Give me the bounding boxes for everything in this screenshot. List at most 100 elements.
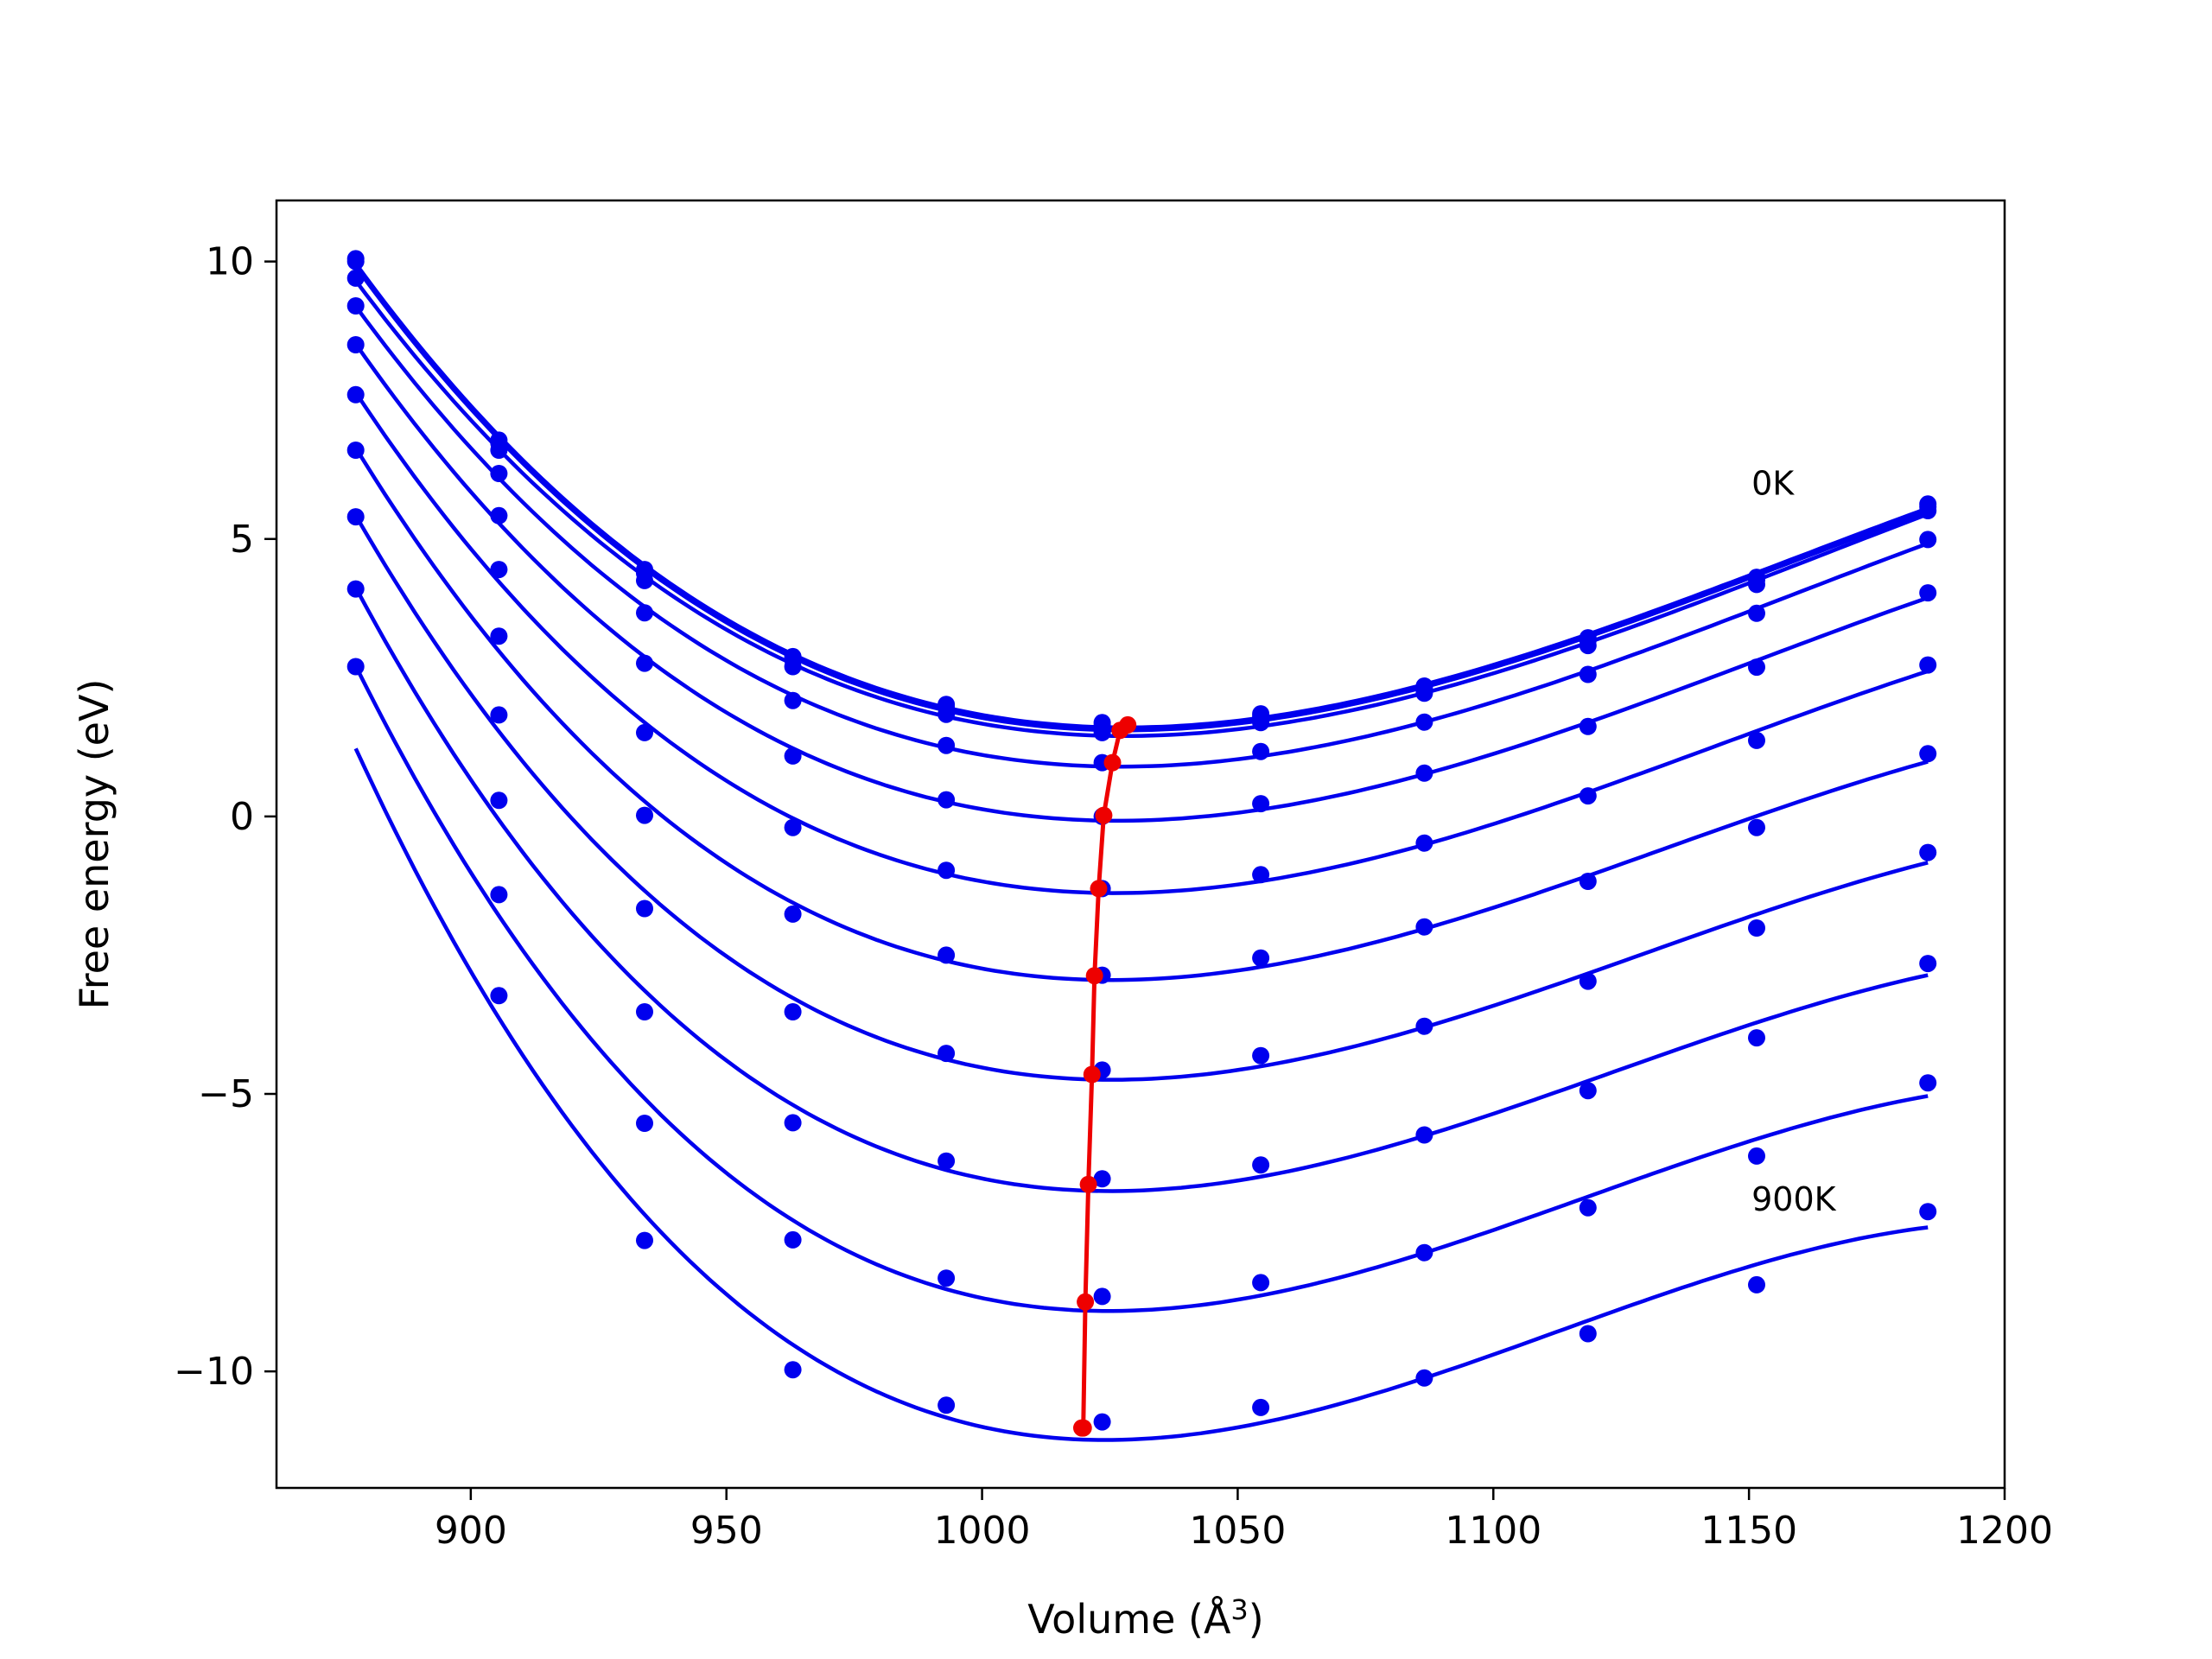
minima-point-10 bbox=[1073, 1419, 1090, 1437]
x-tick-label: 1200 bbox=[1956, 1509, 2053, 1553]
minima-point-8 bbox=[1077, 1293, 1095, 1311]
minima-curve bbox=[1073, 715, 1137, 1437]
data-point-7-0 bbox=[346, 508, 365, 526]
data-point-8-9 bbox=[1748, 1029, 1765, 1047]
data-point-3-9 bbox=[1748, 604, 1765, 622]
data-point-10-8 bbox=[1579, 1325, 1597, 1343]
data-point-3-0 bbox=[346, 297, 365, 315]
data-point-5-6 bbox=[1252, 866, 1270, 884]
series-curve-0 bbox=[353, 262, 1929, 730]
data-point-10-10 bbox=[1919, 1203, 1937, 1221]
y-tick-label: 0 bbox=[230, 795, 254, 839]
data-point-2-8 bbox=[1579, 637, 1597, 655]
annotation-label: 0K bbox=[1751, 464, 1795, 502]
minima-point-3 bbox=[1095, 806, 1113, 824]
series-curve-9 bbox=[353, 664, 1929, 1313]
data-point-4-0 bbox=[346, 336, 365, 353]
data-point-3-2 bbox=[636, 604, 653, 622]
series-curve-10 bbox=[353, 747, 1929, 1442]
series-curve-8 bbox=[353, 586, 1929, 1193]
data-point-7-1 bbox=[490, 706, 508, 724]
data-point-7-3 bbox=[784, 1003, 802, 1020]
series-curve-5 bbox=[353, 391, 1929, 895]
data-point-10-7 bbox=[1415, 1369, 1433, 1387]
data-point-3-4 bbox=[938, 736, 956, 754]
data-point-10-4 bbox=[938, 1396, 956, 1414]
x-tick-label: 900 bbox=[435, 1509, 507, 1553]
data-point-7-9 bbox=[1748, 919, 1765, 937]
data-point-9-9 bbox=[1748, 1147, 1765, 1165]
x-axis-title: Volume (Å3) bbox=[1027, 1593, 1263, 1643]
data-point-7-10 bbox=[1919, 843, 1937, 861]
data-point-6-8 bbox=[1579, 873, 1597, 890]
data-point-4-8 bbox=[1579, 717, 1597, 735]
data-point-6-9 bbox=[1748, 818, 1765, 836]
data-point-3-3 bbox=[784, 691, 802, 709]
data-point-9-4 bbox=[938, 1269, 956, 1287]
data-point-6-10 bbox=[1919, 745, 1937, 763]
data-point-2-3 bbox=[784, 658, 802, 676]
x-tick-label: 950 bbox=[690, 1509, 763, 1553]
data-point-9-3 bbox=[784, 1230, 802, 1249]
x-tick-label: 1000 bbox=[934, 1509, 1031, 1553]
data-point-10-6 bbox=[1252, 1398, 1270, 1416]
data-point-2-1 bbox=[490, 442, 508, 459]
data-point-2-2 bbox=[636, 571, 653, 589]
series-curve-1 bbox=[353, 265, 1929, 733]
data-point-2-5 bbox=[1093, 723, 1111, 741]
x-tick-label: 1100 bbox=[1445, 1509, 1541, 1553]
series-curve-4 bbox=[353, 342, 1929, 823]
data-point-9-7 bbox=[1415, 1243, 1433, 1262]
y-tick-label: −5 bbox=[198, 1072, 254, 1116]
data-point-6-2 bbox=[636, 806, 653, 824]
minima-point-1 bbox=[1111, 721, 1129, 740]
data-point-5-9 bbox=[1748, 731, 1765, 749]
y-tick-label: 5 bbox=[230, 518, 254, 562]
data-point-2-0 bbox=[346, 269, 365, 287]
data-point-8-7 bbox=[1415, 1126, 1433, 1144]
data-point-7-4 bbox=[938, 1045, 956, 1063]
data-point-2-7 bbox=[1415, 684, 1433, 702]
data-point-8-2 bbox=[636, 1003, 653, 1020]
data-point-5-7 bbox=[1415, 834, 1433, 852]
series-curve-3 bbox=[353, 305, 1929, 769]
data-point-4-10 bbox=[1919, 584, 1937, 602]
data-point-5-10 bbox=[1919, 656, 1937, 674]
series-curves bbox=[353, 262, 1929, 1442]
minima-point-6 bbox=[1083, 1065, 1101, 1084]
data-point-4-6 bbox=[1252, 795, 1270, 813]
data-point-4-1 bbox=[490, 506, 508, 524]
data-point-9-5 bbox=[1093, 1287, 1111, 1306]
data-point-10-3 bbox=[784, 1361, 802, 1379]
data-point-6-7 bbox=[1415, 918, 1433, 936]
data-point-9-1 bbox=[490, 886, 508, 904]
data-point-2-10 bbox=[1919, 502, 1937, 519]
data-point-8-5 bbox=[1093, 1170, 1111, 1188]
minima-point-7 bbox=[1079, 1175, 1097, 1193]
data-point-5-1 bbox=[490, 561, 508, 579]
data-point-2-9 bbox=[1748, 575, 1765, 594]
data-point-4-3 bbox=[784, 747, 802, 765]
data-point-8-8 bbox=[1579, 1082, 1597, 1100]
data-point-3-10 bbox=[1919, 531, 1937, 549]
plot-frame bbox=[275, 199, 2006, 1490]
data-point-5-4 bbox=[938, 861, 956, 880]
minima-point-4 bbox=[1090, 880, 1108, 898]
series-points bbox=[346, 250, 1937, 1431]
minima-point-2 bbox=[1103, 753, 1122, 772]
series-curve-6 bbox=[353, 447, 1929, 982]
data-point-3-1 bbox=[490, 465, 508, 482]
y-tick-label: −10 bbox=[174, 1350, 254, 1394]
data-point-6-4 bbox=[938, 946, 956, 964]
data-point-5-0 bbox=[346, 385, 365, 404]
data-point-9-8 bbox=[1579, 1198, 1597, 1217]
data-point-10-9 bbox=[1748, 1275, 1765, 1294]
data-point-8-1 bbox=[490, 791, 508, 810]
data-point-7-6 bbox=[1252, 1046, 1270, 1065]
data-point-4-2 bbox=[636, 654, 653, 672]
data-point-10-5 bbox=[1093, 1413, 1111, 1431]
data-point-9-2 bbox=[636, 1115, 653, 1132]
y-tick-label: 10 bbox=[206, 240, 254, 284]
data-point-5-8 bbox=[1579, 787, 1597, 805]
